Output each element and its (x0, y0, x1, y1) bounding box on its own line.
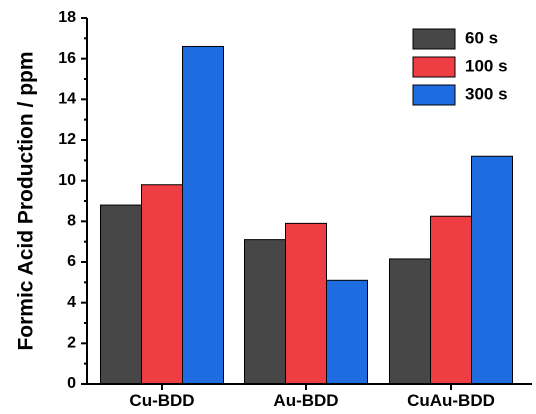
bar-cuau-bdd-300s (471, 155, 513, 385)
bar-cu-bdd-100s (141, 184, 183, 385)
y-tick-label: 6 (67, 253, 76, 270)
y-tick-label: 2 (67, 335, 76, 352)
bar-au-bdd-300s (326, 279, 368, 385)
bars-group (100, 45, 513, 385)
y-tick-label: 12 (58, 131, 76, 148)
y-tick-label: 10 (58, 172, 76, 189)
legend-swatch (412, 56, 456, 78)
y-tick-label: 8 (67, 213, 76, 230)
legend-label: 300 s (465, 84, 508, 103)
x-tick-label: Au-BDD (273, 391, 338, 410)
bar-cu-bdd-60s (100, 204, 142, 385)
y-tick-label: 0 (67, 375, 76, 392)
y-tick-label: 4 (67, 294, 76, 311)
x-tick-label: CuAu-BDD (407, 391, 495, 410)
bar-au-bdd-100s (285, 222, 327, 385)
legend-label: 60 s (465, 28, 498, 47)
legend-swatch (412, 84, 456, 106)
y-axis: 0 2 4 6 8 10 12 14 16 18 (58, 9, 88, 392)
y-axis-title: Formic Acid Production / ppm (15, 51, 38, 350)
legend: 60 s 100 s 300 s (412, 28, 508, 106)
x-tick-label: Cu-BDD (129, 391, 194, 410)
bar-cuau-bdd-60s (389, 258, 431, 385)
bar-cu-bdd-300s (182, 45, 224, 385)
legend-label: 100 s (465, 56, 508, 75)
bar-au-bdd-60s (244, 239, 286, 385)
y-tick-label: 16 (58, 50, 76, 67)
y-tick-label: 18 (58, 9, 76, 26)
legend-swatch (412, 28, 456, 50)
y-tick-label: 14 (58, 91, 76, 108)
x-axis: Cu-BDD Au-BDD CuAu-BDD (87, 383, 532, 410)
bar-cuau-bdd-100s (430, 215, 472, 385)
